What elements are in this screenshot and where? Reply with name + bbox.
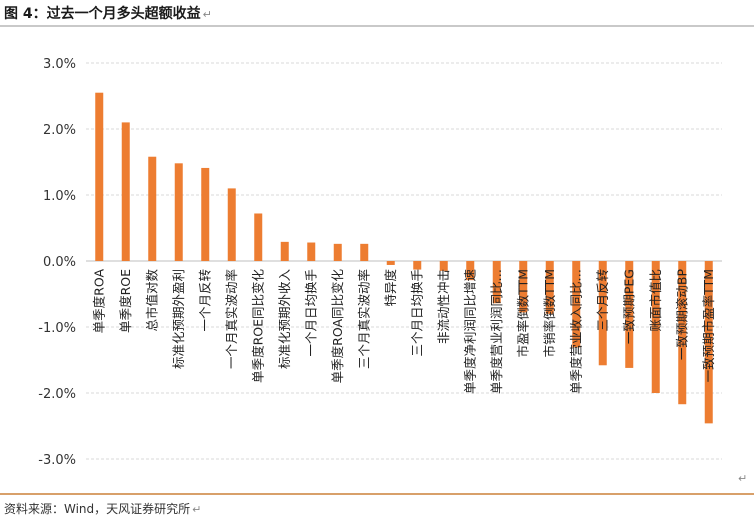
category-label: 标准化预期外收入 — [277, 269, 292, 370]
y-tick-label: -1.0% — [38, 321, 76, 336]
y-tick-label: -2.0% — [38, 387, 76, 402]
y-tick-label: -3.0% — [38, 453, 76, 468]
figure-title-text: 图 4：过去一个月多头超额收益 — [4, 6, 201, 22]
top-rule — [0, 25, 754, 27]
category-label: 单季度净利润同比增速 — [462, 269, 477, 395]
bar — [254, 213, 263, 261]
bar — [280, 241, 289, 261]
bar — [386, 261, 395, 265]
bar — [466, 261, 475, 281]
bar — [413, 261, 422, 270]
bar — [704, 261, 713, 424]
bar — [148, 156, 157, 261]
y-tick-label: 3.0% — [43, 57, 76, 72]
category-label: 账面市值比 — [648, 269, 663, 332]
category-label: 一个月反转 — [197, 269, 212, 332]
category-label: 市盈率倒数TTM — [515, 269, 530, 357]
category-label: 单季度营业利润同比… — [489, 269, 504, 394]
category-label: 三个月日均换手 — [409, 269, 424, 357]
bar — [598, 261, 607, 366]
y-axis-ticks: 3.0% 2.0% 1.0% 0.0% -1.0% -2.0% -3.0% — [38, 57, 76, 468]
y-tick-label: 1.0% — [43, 189, 76, 204]
bar — [333, 243, 342, 261]
bar — [95, 92, 104, 261]
category-label: 市销率倒数TTM — [542, 269, 557, 357]
bar — [519, 261, 528, 313]
category-label: 单季度ROE同比变化 — [250, 269, 265, 383]
bar — [545, 261, 554, 314]
bar — [439, 261, 448, 271]
figure-title: 图 4：过去一个月多头超额收益 ↵ — [4, 3, 212, 23]
bar — [678, 261, 687, 405]
bar — [492, 261, 501, 304]
category-label: 特异度 — [383, 269, 398, 307]
category-label: 非流动性冲击 — [436, 269, 451, 344]
y-tick-label: 0.0% — [43, 255, 76, 270]
bar — [307, 242, 316, 261]
title-return-mark: ↵ — [202, 8, 212, 21]
bar — [572, 261, 581, 348]
category-label: 一致预期PEG — [621, 269, 636, 344]
source-return-mark: ↵ — [192, 503, 202, 516]
bar — [174, 163, 183, 261]
category-label: 单季度ROA — [91, 269, 106, 334]
grid-layer — [86, 62, 722, 460]
y-tick-label: 2.0% — [43, 123, 76, 138]
bar — [651, 261, 660, 393]
bottom-rule — [0, 493, 754, 495]
bar-chart: 3.0% 2.0% 1.0% 0.0% -1.0% -2.0% -3.0% 单季度ROA 单季… — [38, 57, 722, 468]
category-label: 三个月反转 — [595, 269, 610, 332]
category-label: 总市值对数 — [144, 269, 159, 332]
bar — [201, 167, 210, 261]
category-label: 三个月真实波动率 — [356, 269, 371, 369]
source-note: 资料来源：Wind，天风证券研究所 ↵ — [4, 500, 201, 517]
category-label: 一致预期市盈率TTM — [701, 269, 716, 382]
category-labels: 单季度ROA 单季度ROE 总市值对数 标准化预期外盈利 一个月反转 一个月真实波动率 单季… — [91, 269, 716, 395]
bar-layer — [95, 92, 713, 424]
category-label: 单季度ROE — [118, 269, 133, 333]
category-label: 一个月真实波动率 — [224, 269, 239, 369]
chart-return-mark: ↵ — [738, 472, 748, 485]
category-label: 单季度ROA同比变化 — [330, 269, 345, 384]
bar — [121, 122, 130, 262]
category-label: 单季度营业收入同比… — [568, 269, 583, 394]
source-text: 资料来源：Wind，天风证券研究所 — [4, 502, 191, 516]
category-label: 一个月日均换手 — [303, 269, 318, 357]
category-label: 标准化预期外盈利 — [171, 269, 186, 369]
bar — [625, 261, 634, 368]
bar — [227, 188, 236, 261]
bar — [360, 243, 369, 261]
category-label: 一致预期滚动BP — [674, 269, 689, 361]
